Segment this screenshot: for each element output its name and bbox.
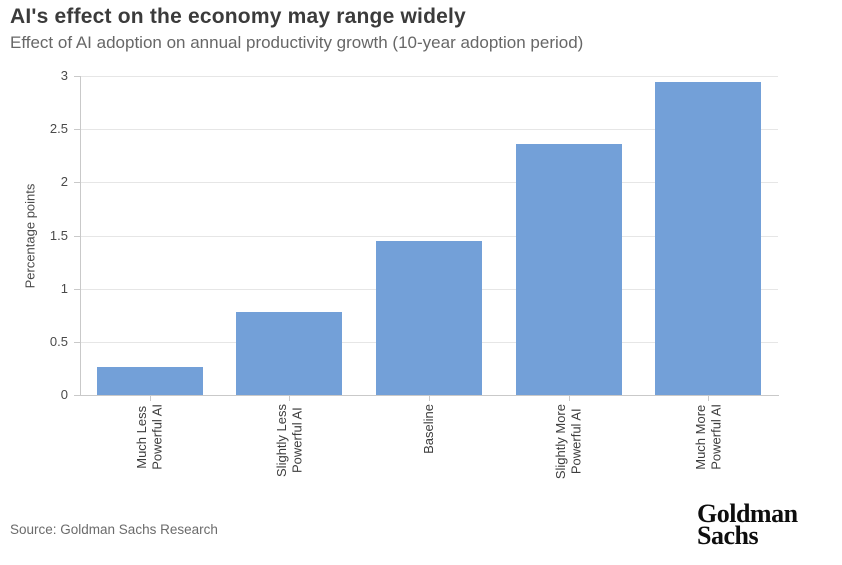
y-axis-tick bbox=[74, 288, 80, 290]
bar bbox=[376, 240, 482, 395]
x-axis-category-label: Much Less Powerful AI bbox=[80, 404, 220, 516]
y-axis-tick-label: 2 bbox=[60, 174, 68, 190]
y-axis-line bbox=[80, 76, 81, 395]
y-axis-tick bbox=[74, 395, 80, 396]
y-axis-tick bbox=[74, 341, 80, 343]
x-axis-category-label-text: Much More Powerful AI bbox=[692, 404, 724, 470]
chart-title: AI's effect on the economy may range wid… bbox=[10, 5, 466, 28]
x-axis-category-label-text: Much Less Powerful AI bbox=[134, 404, 165, 470]
y-axis-tick-label: 0.5 bbox=[49, 333, 68, 349]
x-axis-tick bbox=[568, 396, 570, 401]
x-axis-tick bbox=[708, 396, 710, 401]
x-axis-category-label: Baseline bbox=[359, 404, 499, 516]
bar bbox=[236, 312, 343, 395]
y-axis-tick bbox=[74, 235, 80, 237]
x-axis-tick bbox=[289, 396, 291, 401]
bar bbox=[515, 144, 622, 395]
y-axis-tick-label: 0 bbox=[60, 387, 68, 402]
source-note: Source: Goldman Sachs Research bbox=[10, 522, 218, 537]
y-axis-tick bbox=[74, 182, 80, 184]
x-axis-category-label-text: Slightly More Powerful AI bbox=[553, 404, 584, 480]
y-axis-tick-label: 2.5 bbox=[49, 121, 68, 137]
x-axis-category-label: Slightly More Powerful AI bbox=[499, 404, 639, 516]
gridline bbox=[80, 129, 778, 131]
logo-line-1: Goldman bbox=[697, 499, 798, 528]
chart-subtitle: Effect of AI adoption on annual producti… bbox=[10, 33, 584, 52]
y-axis-tick-label: 1.5 bbox=[49, 227, 68, 243]
x-axis-category-label-text: Slightly Less Powerful AI bbox=[273, 404, 305, 477]
bar bbox=[96, 367, 203, 395]
x-axis-category-label-text: Baseline bbox=[421, 404, 437, 454]
x-axis-tick bbox=[149, 396, 151, 401]
bar bbox=[655, 82, 762, 395]
y-axis-tick bbox=[74, 129, 80, 131]
goldman-sachs-logo: Goldman Sachs bbox=[697, 499, 798, 550]
y-axis-tick-label: 3 bbox=[60, 68, 68, 83]
logo-line-2: Sachs bbox=[697, 521, 759, 550]
x-axis-tick bbox=[429, 396, 430, 401]
gridline bbox=[80, 235, 778, 237]
x-axis-category-label: Slightly Less Powerful AI bbox=[220, 404, 360, 516]
gridline bbox=[80, 182, 778, 184]
x-axis-line bbox=[80, 395, 779, 396]
y-axis-tick bbox=[74, 76, 80, 77]
gridline bbox=[80, 76, 778, 77]
y-axis-tick-label: 1 bbox=[60, 280, 68, 296]
